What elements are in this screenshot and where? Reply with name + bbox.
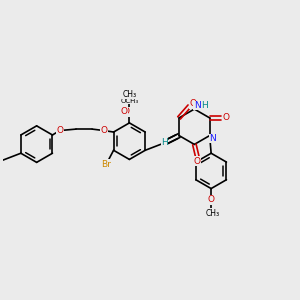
Text: O: O: [121, 107, 128, 116]
Text: O: O: [122, 107, 129, 116]
Text: O: O: [189, 99, 197, 108]
Text: H: H: [201, 101, 208, 110]
Text: H: H: [161, 138, 168, 147]
Text: O: O: [56, 126, 63, 135]
Text: CH₃: CH₃: [122, 90, 136, 99]
Text: N: N: [194, 101, 201, 110]
Text: OCH₃: OCH₃: [120, 98, 139, 103]
Text: O: O: [208, 195, 214, 204]
Text: O: O: [222, 113, 230, 122]
Text: H: H: [161, 138, 168, 147]
Text: O: O: [100, 126, 107, 135]
Text: N: N: [209, 134, 216, 143]
Text: Br: Br: [101, 160, 111, 169]
Text: CH₃: CH₃: [206, 209, 220, 218]
Text: O: O: [194, 157, 201, 166]
Text: O: O: [122, 107, 129, 116]
